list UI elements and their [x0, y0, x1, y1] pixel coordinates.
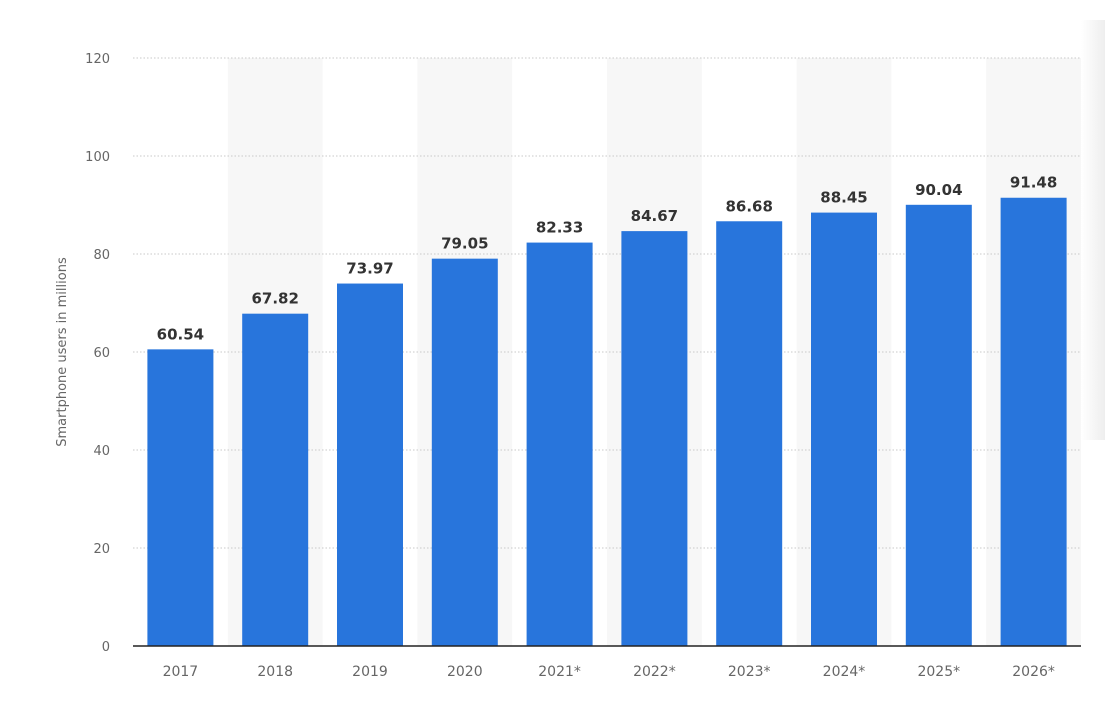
bar-2024* — [811, 212, 877, 646]
bar-2019 — [337, 283, 403, 646]
x-tick-label: 2021* — [538, 664, 581, 680]
bar-2023* — [716, 221, 783, 646]
y-tick-label: 120 — [85, 52, 110, 67]
y-axis-title: Smartphone users in millions — [55, 257, 70, 447]
y-tick-label: 20 — [93, 542, 110, 557]
bar-2022* — [621, 231, 688, 646]
value-label: 67.82 — [251, 290, 298, 308]
value-label: 60.54 — [157, 325, 204, 343]
value-labels: 60.54 67.82 73.97 79.05 82.33 84.67 86.68 88.45… — [157, 174, 1058, 344]
bar-2018 — [242, 313, 309, 646]
value-label: 79.05 — [441, 235, 488, 253]
scroll-edge-shadow — [1081, 20, 1105, 440]
y-tick-label: 40 — [93, 444, 110, 459]
value-label: 82.33 — [536, 219, 583, 237]
y-tick-label: 100 — [85, 150, 110, 165]
bar-2017 — [147, 349, 214, 646]
bar-2026* — [1000, 197, 1067, 647]
x-tick-label: 2025* — [917, 664, 960, 680]
x-tick-label: 2022* — [633, 664, 676, 680]
value-label: 90.04 — [915, 181, 962, 199]
bar-2021* — [526, 242, 593, 646]
x-axis-ticks: 2017 2018 2019 2020 2021* 2022* 2023* 2024* 2025… — [163, 664, 1055, 680]
value-label: 73.97 — [346, 260, 393, 278]
x-tick-label: 2024* — [823, 664, 866, 680]
bar-2025* — [905, 204, 972, 646]
y-tick-label: 0 — [102, 640, 110, 655]
value-label: 88.45 — [820, 189, 867, 207]
x-tick-label: 2018 — [257, 664, 293, 680]
bar-2020 — [431, 258, 498, 646]
y-axis-ticks: 0 20 40 60 80 100 120 — [85, 52, 110, 655]
bars — [147, 197, 1067, 647]
y-tick-label: 80 — [93, 248, 110, 263]
x-tick-label: 2017 — [163, 664, 199, 680]
value-label: 91.48 — [1010, 174, 1057, 192]
value-label: 84.67 — [631, 207, 678, 225]
x-tick-label: 2026* — [1012, 664, 1055, 680]
y-tick-label: 60 — [93, 346, 110, 361]
x-tick-label: 2019 — [352, 664, 388, 680]
value-label: 86.68 — [725, 197, 772, 215]
x-tick-label: 2023* — [728, 664, 771, 680]
x-tick-label: 2020 — [447, 664, 483, 680]
